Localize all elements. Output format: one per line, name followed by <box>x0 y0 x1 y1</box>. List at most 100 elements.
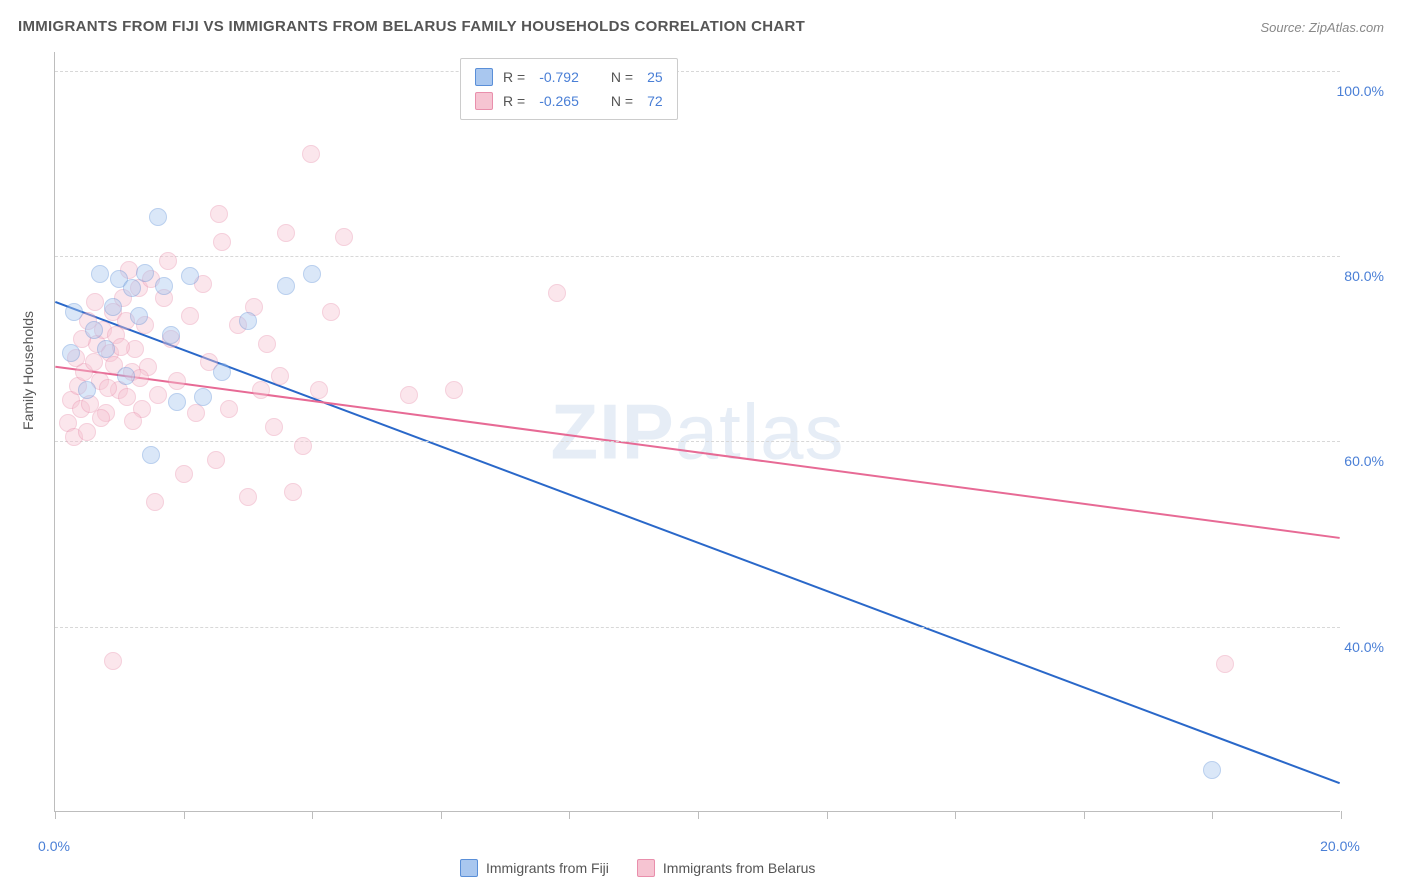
scatter-point <box>99 379 117 397</box>
scatter-point <box>210 205 228 223</box>
x-tick-label: 20.0% <box>1320 838 1360 854</box>
legend-swatch-pink <box>637 859 655 877</box>
x-tick-label: 0.0% <box>38 838 70 854</box>
scatter-point <box>277 277 295 295</box>
scatter-point <box>181 307 199 325</box>
legend-label-belarus: Immigrants from Belarus <box>663 860 815 876</box>
scatter-point <box>400 386 418 404</box>
scatter-point <box>302 145 320 163</box>
scatter-point <box>322 303 340 321</box>
x-tick <box>1084 811 1085 819</box>
n-value: 25 <box>647 69 663 85</box>
legend-stats-box: R = -0.792 N = 25 R = -0.265 N = 72 <box>460 58 678 120</box>
scatter-point <box>62 344 80 362</box>
scatter-point <box>85 321 103 339</box>
grid-line <box>55 71 1340 72</box>
scatter-point <box>65 303 83 321</box>
x-tick <box>955 811 956 819</box>
regression-line <box>55 302 1339 783</box>
scatter-point <box>124 412 142 430</box>
scatter-point <box>146 493 164 511</box>
scatter-point <box>194 388 212 406</box>
legend-swatch-blue <box>460 859 478 877</box>
n-value: 72 <box>647 93 663 109</box>
scatter-point <box>159 252 177 270</box>
scatter-point <box>130 307 148 325</box>
scatter-point <box>86 293 104 311</box>
scatter-point <box>91 265 109 283</box>
scatter-point <box>335 228 353 246</box>
scatter-point <box>1216 655 1234 673</box>
scatter-point <box>118 388 136 406</box>
scatter-point <box>78 381 96 399</box>
x-tick <box>1341 811 1342 819</box>
scatter-point <box>303 265 321 283</box>
chart-title: IMMIGRANTS FROM FIJI VS IMMIGRANTS FROM … <box>18 18 805 35</box>
grid-line <box>55 441 1340 442</box>
grid-line <box>55 256 1340 257</box>
scatter-point <box>220 400 238 418</box>
x-tick <box>698 811 699 819</box>
x-tick <box>827 811 828 819</box>
r-value: -0.265 <box>539 93 579 109</box>
scatter-point <box>155 277 173 295</box>
n-label: N = <box>611 69 633 85</box>
scatter-point <box>207 451 225 469</box>
scatter-point <box>239 488 257 506</box>
scatter-point <box>213 363 231 381</box>
scatter-point <box>445 381 463 399</box>
legend-label-fiji: Immigrants from Fiji <box>486 860 609 876</box>
r-label: R = <box>503 93 525 109</box>
x-tick <box>569 811 570 819</box>
scatter-point <box>117 367 135 385</box>
r-label: R = <box>503 69 525 85</box>
scatter-point <box>258 335 276 353</box>
y-tick-label: 60.0% <box>1344 453 1384 469</box>
scatter-point <box>123 279 141 297</box>
scatter-point <box>149 386 167 404</box>
scatter-point <box>168 393 186 411</box>
scatter-point <box>1203 761 1221 779</box>
scatter-point <box>271 367 289 385</box>
scatter-point <box>294 437 312 455</box>
x-tick <box>1212 811 1213 819</box>
source-attribution: Source: ZipAtlas.com <box>1260 20 1384 35</box>
scatter-point <box>284 483 302 501</box>
scatter-point <box>310 381 328 399</box>
legend-stat-row: R = -0.265 N = 72 <box>475 89 663 113</box>
scatter-point <box>104 652 122 670</box>
legend-swatch <box>475 92 493 110</box>
regression-line <box>55 367 1339 538</box>
plot-area: ZIPatlas <box>54 52 1340 812</box>
scatter-point <box>265 418 283 436</box>
scatter-point <box>104 298 122 316</box>
scatter-point <box>252 381 270 399</box>
y-tick-label: 80.0% <box>1344 268 1384 284</box>
x-tick <box>441 811 442 819</box>
scatter-point <box>142 446 160 464</box>
scatter-point <box>92 409 110 427</box>
r-value: -0.792 <box>539 69 579 85</box>
scatter-point <box>168 372 186 390</box>
x-tick <box>55 811 56 819</box>
y-tick-label: 100.0% <box>1337 83 1384 99</box>
legend-bottom: Immigrants from Fiji Immigrants from Bel… <box>460 859 815 877</box>
scatter-point <box>187 404 205 422</box>
scatter-point <box>175 465 193 483</box>
legend-stat-row: R = -0.792 N = 25 <box>475 65 663 89</box>
x-tick <box>184 811 185 819</box>
y-tick-label: 40.0% <box>1344 639 1384 655</box>
legend-item-fiji: Immigrants from Fiji <box>460 859 609 877</box>
n-label: N = <box>611 93 633 109</box>
legend-swatch <box>475 68 493 86</box>
scatter-point <box>78 423 96 441</box>
scatter-point <box>213 233 231 251</box>
legend-item-belarus: Immigrants from Belarus <box>637 859 815 877</box>
scatter-point <box>239 312 257 330</box>
scatter-point <box>162 326 180 344</box>
regression-lines-layer <box>55 52 1340 811</box>
grid-line <box>55 627 1340 628</box>
scatter-point <box>277 224 295 242</box>
scatter-point <box>548 284 566 302</box>
scatter-point <box>85 353 103 371</box>
